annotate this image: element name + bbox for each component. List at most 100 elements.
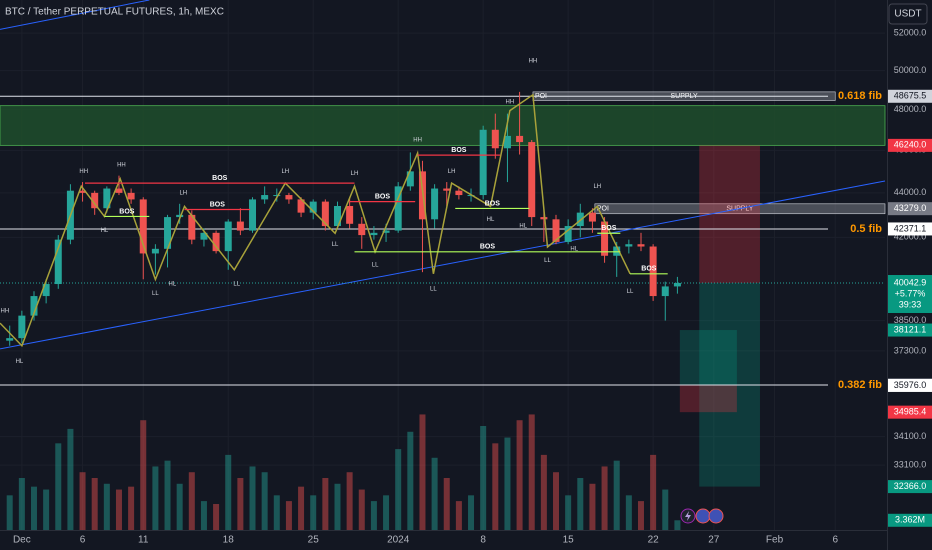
market-structure — [0, 93, 631, 348]
volume-bar — [298, 486, 305, 530]
price-tag — [888, 323, 932, 337]
volume-bar — [358, 489, 365, 530]
candle-body — [673, 283, 681, 287]
bos-label: BOS — [641, 266, 657, 273]
event-icon[interactable] — [708, 508, 724, 524]
structure-label: HH — [413, 138, 422, 144]
y-tick-label: 37300.0 — [894, 345, 927, 355]
event-icon[interactable] — [695, 508, 711, 524]
candle-body — [491, 129, 499, 149]
volume-bar — [516, 420, 523, 530]
candle-body — [30, 296, 38, 316]
volume-bar — [176, 483, 183, 530]
candle-body — [249, 199, 257, 231]
y-tick-label: 44000.0 — [894, 187, 927, 197]
candle-body — [552, 219, 560, 242]
candle-body — [176, 214, 184, 218]
candle-body — [200, 232, 208, 240]
event-icon — [685, 511, 691, 521]
volume-bar — [310, 495, 317, 530]
bos-label: BOS — [119, 208, 135, 215]
volume-bar — [18, 478, 25, 530]
fib-label: 0.618 fib — [838, 90, 882, 102]
volume-bar — [613, 460, 620, 530]
candle-body — [309, 201, 317, 213]
candle-body — [261, 195, 269, 200]
candle-body — [188, 214, 196, 240]
x-tick-label: Dec — [13, 535, 31, 546]
structure-label: LH — [179, 190, 187, 196]
volume-bar — [200, 501, 207, 530]
volume-bar — [140, 420, 147, 530]
price-tag-text: 46240.0 — [894, 140, 927, 150]
structure-label: LL — [152, 291, 159, 297]
candle-body — [588, 212, 596, 222]
price-tag — [888, 138, 932, 152]
chart-title: BTC / Tether PERPETUAL FUTURES, 1h, MEXC — [5, 7, 224, 18]
structure-label: LL — [332, 242, 339, 248]
bos-label: BOS — [485, 200, 501, 207]
candle-body — [164, 217, 172, 249]
volume-bar — [492, 443, 499, 530]
candle-body — [394, 186, 402, 231]
currency[interactable]: USDT — [894, 9, 921, 20]
x-tick-label: Feb — [766, 535, 784, 546]
price-tag-text: 43279.0 — [894, 203, 927, 213]
price-tag — [888, 202, 932, 216]
volume-tag — [888, 513, 932, 527]
currency-button[interactable] — [888, 3, 928, 25]
candle-body — [406, 171, 414, 187]
bos-label: BOS — [601, 225, 617, 232]
candle-body — [649, 246, 657, 297]
volume-bar — [115, 489, 122, 530]
volume-bar — [322, 478, 329, 530]
price-tag — [888, 378, 932, 392]
candle-body — [661, 286, 669, 297]
price-tag-text: 34985.4 — [894, 407, 927, 417]
volume-bar — [164, 460, 171, 530]
candle-body — [151, 248, 159, 254]
bos-label: BOS — [480, 244, 496, 251]
volume-bar — [528, 414, 535, 530]
x-tick-label: 11 — [138, 535, 149, 546]
candle-body — [103, 188, 111, 209]
zone-label: SUPPLY — [726, 206, 753, 213]
candle-body — [346, 206, 354, 224]
structure-label: LH — [448, 169, 456, 175]
volume-bar — [662, 489, 669, 530]
volume-bar — [625, 495, 632, 530]
last-price-tag — [888, 275, 932, 314]
candle-body — [443, 188, 451, 191]
structure-label: LH — [593, 184, 601, 190]
structure-label: HL — [570, 246, 578, 252]
target-zone — [679, 330, 737, 386]
stop-zone — [679, 385, 737, 413]
volume-bar — [285, 501, 292, 530]
y-tick-label: 42000.0 — [894, 232, 927, 242]
candle-body — [601, 221, 609, 256]
structure-label: LL — [233, 282, 240, 288]
candle-body — [503, 135, 511, 149]
structure-label: LH — [281, 169, 289, 175]
structure-label: HH — [117, 163, 126, 169]
x-tick-label: 27 — [708, 535, 720, 546]
volume-bar — [273, 495, 280, 530]
price-tag — [888, 480, 932, 494]
x-tick-label: 2024 — [387, 535, 410, 546]
fib-label: 0.382 fib — [838, 379, 882, 391]
trend-line — [0, 180, 886, 350]
volume-bar — [152, 466, 159, 530]
volume-bar — [334, 483, 341, 530]
price-tag-text: 32366.0 — [894, 481, 927, 491]
volume-bar — [79, 472, 86, 530]
volume-bar — [213, 504, 220, 530]
candle-body — [370, 232, 378, 236]
volume-bar — [553, 472, 560, 530]
volume-bar — [103, 483, 110, 530]
volume-bar — [589, 483, 596, 530]
volume-tag-text: 3.362M — [895, 515, 925, 525]
volume-bar — [419, 414, 426, 530]
